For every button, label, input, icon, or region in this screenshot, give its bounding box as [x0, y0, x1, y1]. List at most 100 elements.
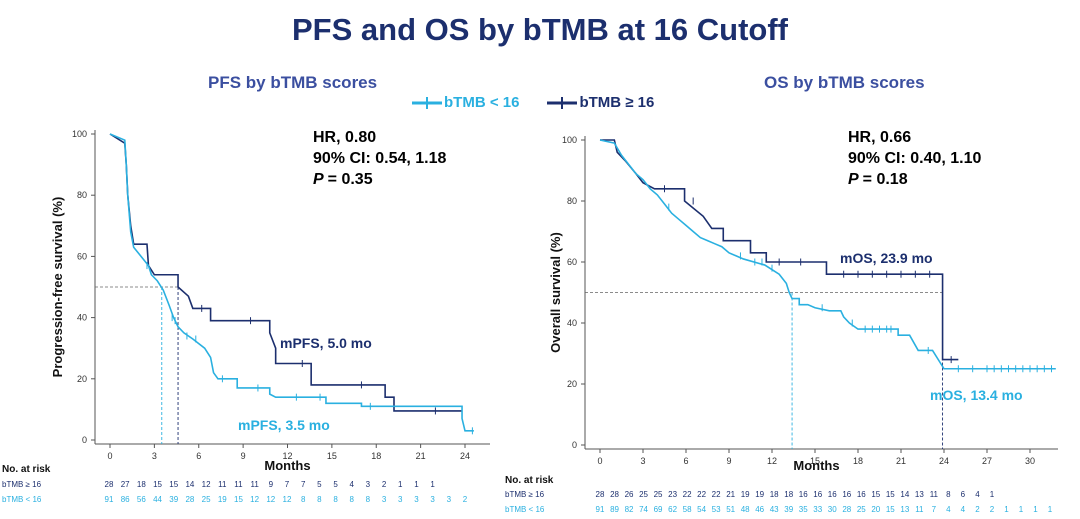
os-risk-value-high: 13	[915, 490, 924, 499]
pfs-risk-row-label-low: bTMB < 16	[2, 495, 42, 504]
pfs-risk-value-low: 19	[218, 495, 227, 504]
pfs-risk-value-high: 11	[250, 480, 259, 489]
os-risk-value-high: 23	[668, 490, 677, 499]
os-hr: HR, 0.66	[848, 129, 911, 146]
legend-swatch-low	[412, 96, 442, 109]
os-risk-value-high: 22	[697, 490, 706, 499]
pfs-x-tick-label: 21	[416, 451, 426, 461]
os-risk-value-low: 4	[946, 505, 951, 514]
pfs-risk-value-low: 8	[350, 495, 355, 504]
pfs-risk-value-high: 11	[218, 480, 227, 489]
pfs-x-tick-label: 9	[241, 451, 246, 461]
legend: bTMB < 16 bTMB ≥ 16	[412, 94, 654, 111]
os-risk-value-high: 1	[990, 490, 995, 499]
pfs-risk-value-low: 91	[105, 495, 114, 504]
pfs-x-tick-label: 24	[460, 451, 470, 461]
os-risk-value-low: 25	[857, 505, 866, 514]
pfs-risk-value-high: 14	[185, 480, 194, 489]
os-x-tick-label: 3	[640, 456, 645, 466]
os-risk-value-high: 28	[610, 490, 619, 499]
pfs-median-label-low: mPFS, 3.5 mo	[238, 417, 330, 433]
pfs-x-tick-label: 18	[371, 451, 381, 461]
os-risk-value-low: 46	[755, 505, 764, 514]
legend-swatch-high	[547, 96, 578, 109]
os-p-label: P	[848, 171, 859, 188]
os-risk-heading: No. at risk	[505, 475, 554, 486]
pfs-risk-value-high: 5	[317, 480, 322, 489]
os-p-value: = 0.18	[863, 171, 908, 188]
os-y-axis-label: Overall survival (%)	[548, 232, 563, 353]
pfs-risk-value-high: 27	[121, 480, 130, 489]
os-median-label-high: mOS, 23.9 mo	[840, 250, 933, 266]
os-risk-value-low: 28	[842, 505, 851, 514]
os-risk-value-low: 13	[900, 505, 909, 514]
legend-label-low: bTMB < 16	[444, 94, 520, 111]
pfs-series-low-line	[109, 133, 474, 432]
os-y-tick-label: 40	[567, 318, 577, 328]
os-risk-value-high: 8	[946, 490, 951, 499]
os-risk-value-high: 22	[683, 490, 692, 499]
pfs-risk-value-low: 8	[366, 495, 371, 504]
os-x-axis-label: Months	[793, 458, 839, 473]
os-y-tick-label: 80	[567, 196, 577, 206]
pfs-p-label: P	[313, 171, 324, 188]
pfs-y-tick-label: 60	[77, 251, 87, 261]
pfs-risk-value-low: 8	[333, 495, 338, 504]
os-y-tick-label: 100	[562, 135, 577, 145]
os-risk-value-low: 7	[932, 505, 937, 514]
pfs-risk-value-low: 3	[398, 495, 403, 504]
os-x-tick-label: 21	[896, 456, 906, 466]
os-risk-value-low: 2	[975, 505, 980, 514]
os-y-tick-label: 20	[567, 379, 577, 389]
os-risk-value-low: 1	[1048, 505, 1053, 514]
pfs-x-axis-label: Months	[264, 458, 310, 473]
os-risk-value-low: 53	[712, 505, 721, 514]
pfs-risk-value-low: 2	[463, 495, 468, 504]
pfs-risk-value-high: 7	[301, 480, 306, 489]
legend-item-low: bTMB < 16	[412, 94, 519, 111]
os-risk-value-high: 16	[842, 490, 851, 499]
os-risk-row-label-high: bTMB ≥ 16	[505, 490, 545, 499]
pfs-risk-value-high: 1	[430, 480, 435, 489]
pfs-x-tick-label: 0	[107, 451, 112, 461]
pfs-risk-value-high: 28	[105, 480, 114, 489]
pfs-risk-value-low: 8	[301, 495, 306, 504]
pfs-risk-value-low: 44	[153, 495, 162, 504]
pfs-risk-value-high: 1	[414, 480, 419, 489]
os-x-tick-label: 12	[767, 456, 777, 466]
pfs-y-tick-label: 40	[77, 313, 87, 323]
pfs-y-tick-label: 0	[82, 435, 87, 445]
os-risk-value-low: 91	[596, 505, 605, 514]
pfs-risk-value-low: 3	[414, 495, 419, 504]
os-risk-value-high: 25	[639, 490, 648, 499]
os-x-tick-label: 15	[810, 456, 820, 466]
os-risk-value-high: 16	[828, 490, 837, 499]
os-series-low-line	[599, 139, 1056, 370]
os-x-tick-label: 24	[939, 456, 949, 466]
pfs-x-tick-label: 15	[327, 451, 337, 461]
pfs-risk-value-low: 86	[121, 495, 130, 504]
os-risk-value-low: 33	[813, 505, 822, 514]
pfs-risk-value-high: 15	[169, 480, 178, 489]
pfs-y-axis-label: Progression-free survival (%)	[50, 197, 65, 378]
os-subtitle: OS by bTMB scores	[764, 73, 925, 92]
pfs-risk-value-low: 12	[266, 495, 275, 504]
os-risk-value-low: 74	[639, 505, 648, 514]
os-risk-value-low: 51	[726, 505, 735, 514]
pfs-risk-value-low: 12	[283, 495, 292, 504]
pfs-risk-value-low: 12	[250, 495, 259, 504]
pfs-risk-value-high: 5	[333, 480, 338, 489]
os-x-tick-label: 30	[1025, 456, 1035, 466]
pfs-risk-value-low: 25	[202, 495, 211, 504]
os-median-label-low: mOS, 13.4 mo	[930, 387, 1023, 403]
pfs-x-tick-label: 12	[282, 451, 292, 461]
os-risk-value-low: 1	[1033, 505, 1038, 514]
os-risk-value-high: 18	[784, 490, 793, 499]
os-risk-value-low: 48	[741, 505, 750, 514]
os-stats: HR, 0.66 90% CI: 0.40, 1.10 P = 0.18	[848, 129, 982, 188]
pfs-risk-value-high: 4	[350, 480, 355, 489]
pfs-risk-value-high: 12	[202, 480, 211, 489]
